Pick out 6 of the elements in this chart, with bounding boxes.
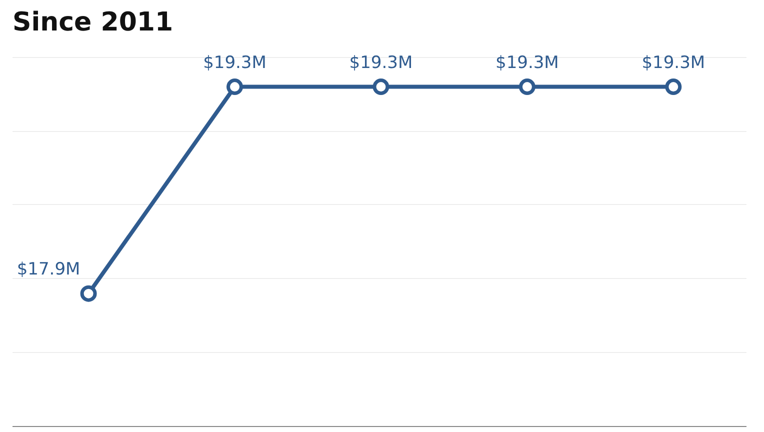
data-label: $19.3M	[642, 52, 706, 73]
data-label: $19.3M	[496, 52, 559, 73]
data-label: $17.9M	[16, 260, 80, 280]
data-label: $19.3M	[349, 52, 413, 73]
data-label: $19.3M	[203, 52, 266, 73]
chart-title: Since 2011	[12, 8, 174, 38]
